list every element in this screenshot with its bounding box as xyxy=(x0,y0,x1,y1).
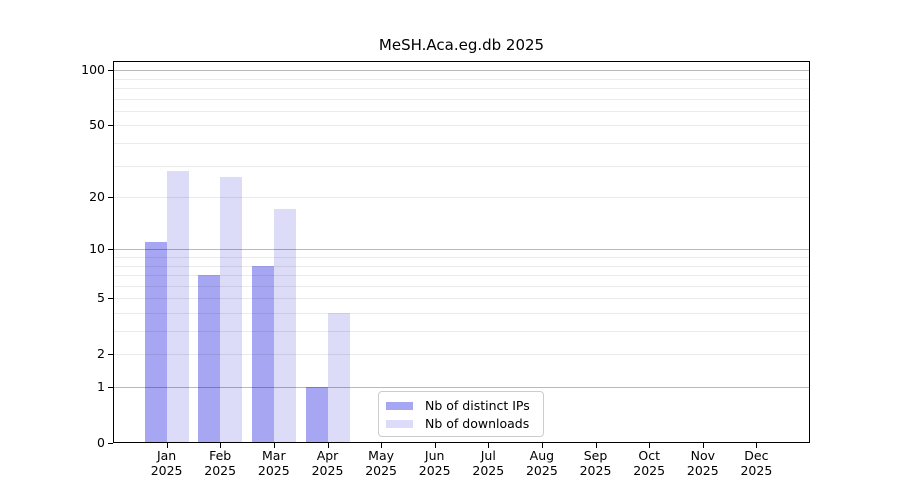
x-tick-label-jun: Jun 2025 xyxy=(418,448,451,478)
gridline-minor-60 xyxy=(114,110,809,112)
x-tick-apr xyxy=(327,443,329,448)
x-tick-label-may: May 2025 xyxy=(365,448,397,478)
gridline-minor-3 xyxy=(114,331,809,332)
x-tick-jan xyxy=(166,443,168,448)
y-tick-label-1: 1 xyxy=(97,379,105,394)
y-tick-label-20: 20 xyxy=(89,189,105,204)
legend-swatch-downloads xyxy=(386,420,413,428)
x-tick-label-dec: Dec 2025 xyxy=(740,448,773,478)
bar-apr-distinct-ips xyxy=(305,387,328,443)
x-tick-label-mar: Mar 2025 xyxy=(257,448,290,478)
chart-title: MeSH.Aca.eg.db 2025 xyxy=(378,36,545,54)
x-tick-oct xyxy=(649,443,651,448)
gridline-minor-2 xyxy=(114,354,809,356)
x-tick-label-sep: Sep 2025 xyxy=(579,448,612,478)
legend: Nb of distinct IPs Nb of downloads xyxy=(378,391,544,437)
x-tick-label-nov: Nov 2025 xyxy=(686,448,719,478)
bar-mar-distinct-ips xyxy=(251,265,274,443)
y-tick-100 xyxy=(108,70,113,72)
gridline-minor-8 xyxy=(114,265,809,267)
x-tick-nov xyxy=(702,443,704,448)
x-tick-may xyxy=(381,443,383,448)
bar-apr-downloads xyxy=(327,312,350,443)
gridline-major-10 xyxy=(114,249,809,251)
bar-mar-downloads xyxy=(273,209,296,443)
x-tick-label-oct: Oct 2025 xyxy=(633,448,666,478)
y-tick-10 xyxy=(108,249,113,251)
gridline-minor-9 xyxy=(114,256,809,258)
x-tick-sep xyxy=(595,443,597,448)
y-tick-label-10: 10 xyxy=(89,241,105,257)
gridline-minor-6 xyxy=(114,285,809,287)
y-tick-2 xyxy=(108,354,113,356)
gridline-major-1 xyxy=(114,387,809,388)
bar-jan-downloads xyxy=(166,170,189,443)
x-tick-aug xyxy=(541,443,543,448)
y-tick-20 xyxy=(108,197,113,198)
x-tick-mar xyxy=(273,443,275,448)
y-tick-0 xyxy=(108,443,113,444)
y-tick-1 xyxy=(108,387,113,388)
y-tick-label-2: 2 xyxy=(97,346,105,362)
gridline-minor-90 xyxy=(114,78,809,80)
x-tick-jul xyxy=(488,443,490,448)
bar-jan-distinct-ips xyxy=(144,242,167,443)
gridline-major-100 xyxy=(114,70,809,72)
gridline-minor-80 xyxy=(114,87,809,89)
gridline-minor-50 xyxy=(114,125,809,127)
x-tick-label-feb: Feb 2025 xyxy=(204,448,237,478)
gridline-minor-4 xyxy=(114,312,809,314)
y-tick-label-100: 100 xyxy=(81,62,105,78)
x-tick-jun xyxy=(434,443,436,448)
gridline-minor-70 xyxy=(114,98,809,100)
bar-feb-distinct-ips xyxy=(198,275,221,443)
bar-feb-downloads xyxy=(220,176,243,443)
y-tick-label-50: 50 xyxy=(89,117,105,133)
legend-item-distinct-ips: Nb of distinct IPs xyxy=(386,397,543,415)
legend-label-distinct-ips: Nb of distinct IPs xyxy=(425,398,530,413)
legend-item-downloads: Nb of downloads xyxy=(386,415,543,433)
x-tick-label-jan: Jan 2025 xyxy=(150,448,183,478)
y-tick-label-5: 5 xyxy=(97,290,105,306)
gridline-minor-7 xyxy=(114,275,809,276)
x-tick-label-jul: Jul 2025 xyxy=(472,448,505,478)
gridline-minor-20 xyxy=(114,197,809,198)
gridline-minor-30 xyxy=(114,165,809,167)
x-tick-label-aug: Aug 2025 xyxy=(525,448,558,478)
y-tick-label-0: 0 xyxy=(97,435,105,450)
x-tick-label-apr: Apr 2025 xyxy=(311,448,344,478)
gridline-minor-5 xyxy=(114,298,809,300)
x-tick-feb xyxy=(220,443,222,448)
y-tick-50 xyxy=(108,125,113,127)
legend-swatch-distinct-ips xyxy=(386,402,413,410)
y-tick-5 xyxy=(108,298,113,300)
x-tick-dec xyxy=(756,443,758,448)
legend-label-downloads: Nb of downloads xyxy=(425,416,530,431)
gridline-minor-40 xyxy=(114,142,809,144)
